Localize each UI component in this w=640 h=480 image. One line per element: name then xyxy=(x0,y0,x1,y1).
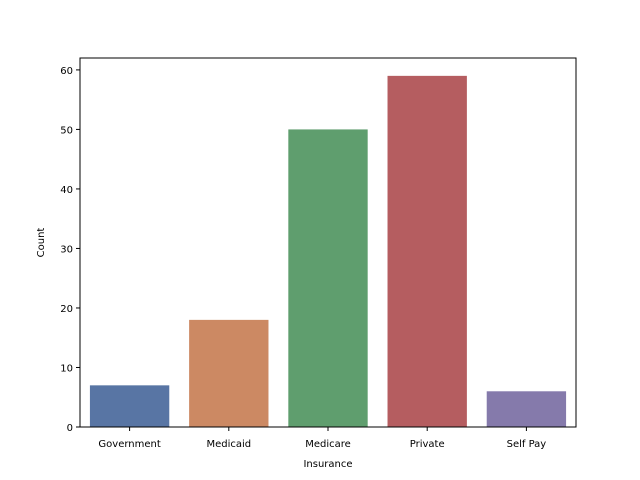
bars-group xyxy=(89,75,567,428)
y-tick-label: 0 xyxy=(67,423,73,434)
y-tick-label: 50 xyxy=(60,125,73,136)
y-tick-label: 40 xyxy=(60,185,73,196)
plot-frame xyxy=(79,57,577,428)
y-tick-label: 20 xyxy=(60,304,73,315)
y-axis-label: Count xyxy=(36,228,47,258)
x-tick-label: Private xyxy=(410,439,445,450)
bar-medicaid xyxy=(189,319,269,427)
x-axis-label: Insurance xyxy=(303,459,352,470)
y-axis: 0 10 20 30 40 50 60 xyxy=(60,66,80,434)
y-tick-label: 10 xyxy=(60,363,73,374)
bar-self-pay xyxy=(486,391,567,427)
y-tick-label: 60 xyxy=(60,66,73,77)
bar-private xyxy=(387,75,467,428)
bar-medicare xyxy=(288,129,368,427)
bar-government xyxy=(89,385,170,427)
x-tick-label: Self Pay xyxy=(507,439,547,450)
x-tick-label: Medicaid xyxy=(206,439,251,450)
x-tick-label: Government xyxy=(98,439,160,450)
x-axis: Government Medicaid Medicare Private Self Pa… xyxy=(98,427,546,450)
y-tick-label: 30 xyxy=(60,244,73,255)
x-tick-label: Medicare xyxy=(305,439,351,450)
